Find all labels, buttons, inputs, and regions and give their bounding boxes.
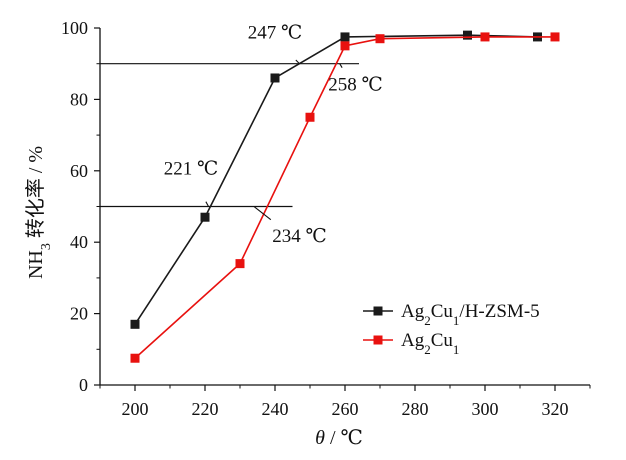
annotation-leader [205, 201, 209, 207]
legend-item: Ag2Cu1/H-ZSM-5 [363, 301, 540, 328]
annotation-label: 247 ℃ [248, 23, 303, 44]
data-point [130, 319, 140, 329]
legend-label: Ag2Cu1/H-ZSM-5 [401, 301, 540, 328]
data-point [235, 259, 245, 269]
data-point [270, 73, 280, 83]
data-point [480, 32, 490, 42]
reference-lines [100, 63, 359, 208]
data-point [463, 30, 472, 40]
data-point [340, 41, 350, 51]
data-point [550, 32, 560, 42]
annotation-label: 234 ℃ [272, 226, 327, 247]
legend-swatch-marker [373, 335, 383, 345]
x-tick-label: 220 [192, 399, 219, 419]
y-axis-title: NH3 转化率 / % [24, 146, 54, 279]
annotation-leader [253, 206, 272, 221]
data-point [305, 112, 315, 122]
x-tick-label: 320 [542, 399, 569, 419]
legend-label: Ag2Cu1 [401, 330, 459, 357]
legend-item: Ag2Cu1 [363, 330, 459, 357]
x-tick-label: 260 [332, 399, 359, 419]
y-tick-label: 100 [61, 18, 88, 38]
y-tick-label: 40 [70, 232, 88, 252]
data-point [340, 32, 350, 42]
series-2 [130, 32, 560, 363]
data-point [375, 34, 385, 44]
series-line [134, 34, 538, 325]
data-point [200, 212, 210, 222]
y-tick-label: 0 [79, 375, 88, 395]
y-tick-label: 20 [70, 304, 88, 324]
annotation-label: 221 ℃ [164, 158, 219, 179]
axes: 200 220 240 260 280 300 320 0 20 40 60 80 100 θ / ℃ NH… [24, 18, 591, 449]
y-tick-label: 60 [70, 161, 88, 181]
annotation-leader [339, 63, 343, 68]
legend-swatch-marker [373, 306, 383, 316]
x-tick-label: 300 [472, 399, 499, 419]
annotation-label: 258 ℃ [328, 74, 383, 95]
x-tick-label: 240 [262, 399, 289, 419]
x-tick-label: 280 [402, 399, 429, 419]
annotation-leader [295, 59, 300, 65]
annotations: 247 ℃ 258 ℃ 221 ℃ 234 ℃ [164, 23, 383, 247]
y-tick-label: 80 [70, 89, 88, 109]
x-tick-label: 200 [122, 399, 149, 419]
data-point [130, 353, 140, 363]
x-axis-title: θ / ℃ [315, 427, 363, 449]
series-group [130, 30, 560, 363]
